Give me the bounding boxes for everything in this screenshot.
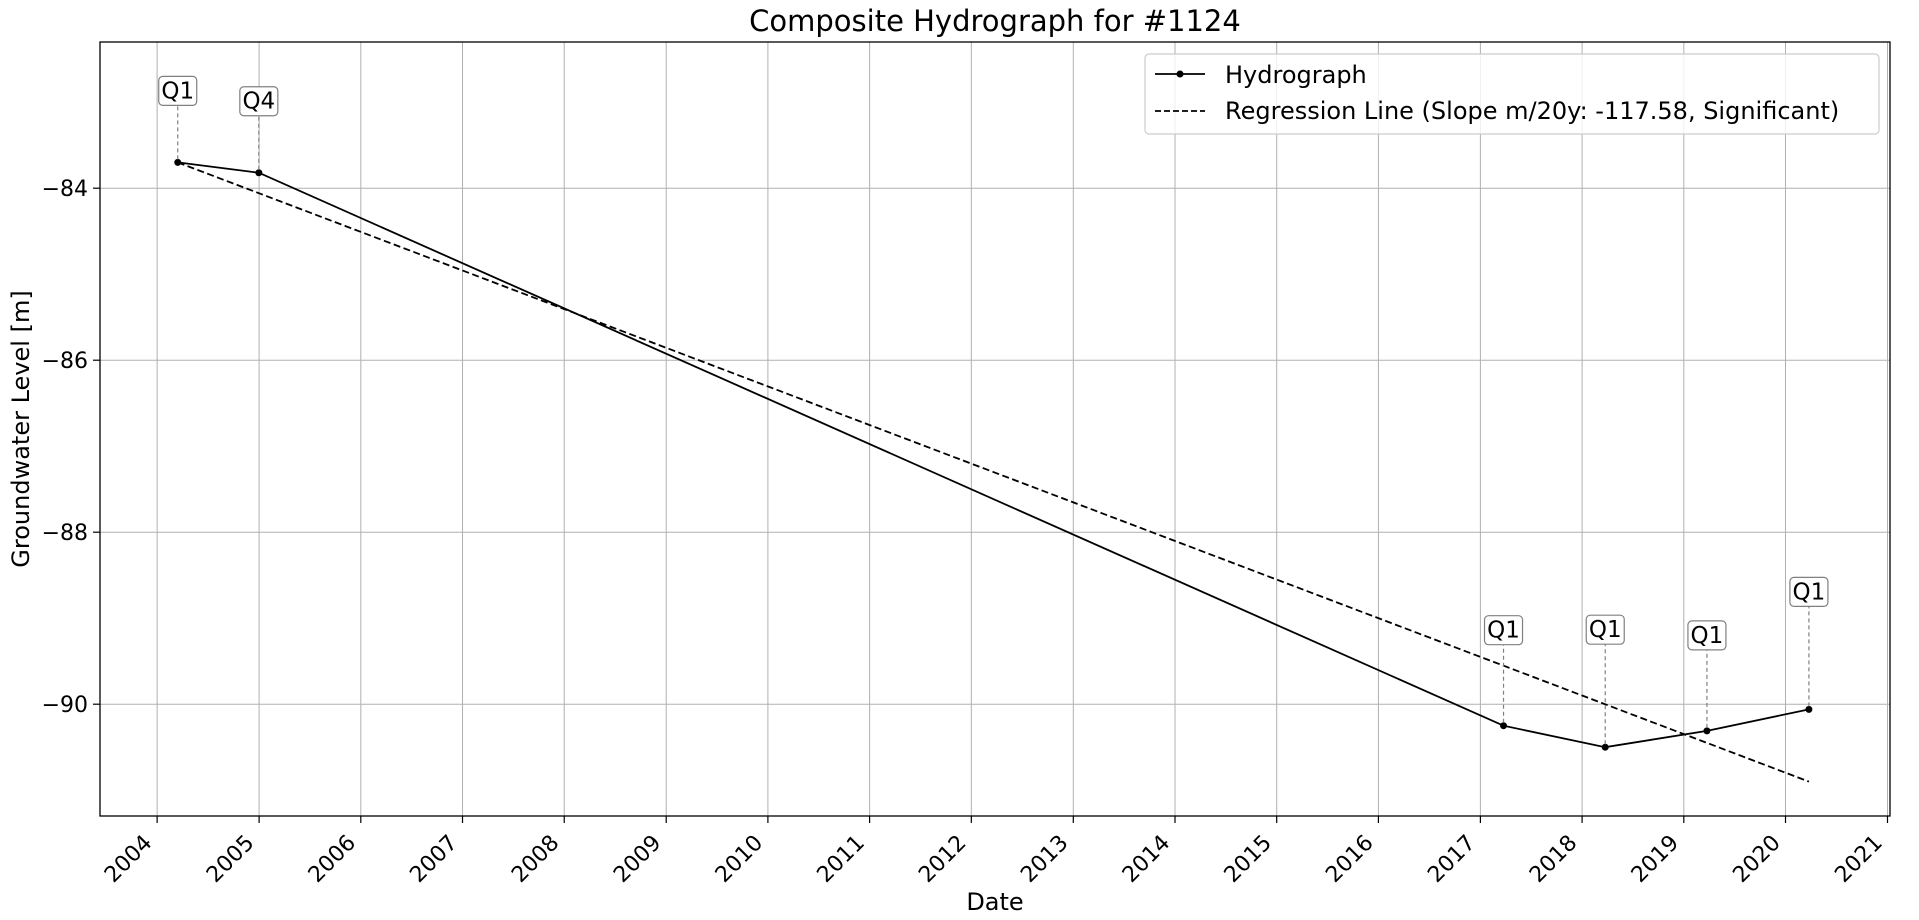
chart-title: Composite Hydrograph for #1124 [749,4,1241,38]
y-tick-label: −86 [42,349,88,374]
legend-hydrograph-marker [1176,70,1184,78]
annotation-box [1483,615,1524,646]
legend-regression-label: Regression Line (Slope m/20y: -117.58, S… [1225,97,1839,125]
annotation-label: Q4 [242,89,275,115]
hydrograph-point [255,169,263,177]
annotation-label: Q1 [1487,618,1520,644]
annotation-box [158,75,198,107]
y-axis-label: Groundwater Level [m] [7,290,35,567]
hydrograph-point [174,158,182,166]
regression-line [177,161,1810,783]
hydrograph-line [177,161,1810,749]
annotation-box [1687,620,1727,651]
plot-frame [99,41,1891,817]
hydrograph-point [1805,705,1813,713]
y-tick-label: −88 [42,521,88,546]
annotation-label: Q1 [1691,623,1724,649]
annotation-box [1585,614,1625,645]
legend: Hydrograph Regression Line (Slope m/20y:… [1144,53,1880,135]
hydrograph-point [1500,722,1508,730]
annotation-label: Q1 [1793,579,1826,605]
hydrograph-point [1703,727,1711,735]
annotation-box [239,86,279,117]
annotation-label: Q1 [161,78,194,104]
grid [100,42,1890,816]
annotation-box [1789,576,1829,607]
series [174,158,1813,783]
annotation-label: Q1 [1589,617,1622,643]
y-tick-label: −90 [42,693,88,718]
hydrograph-point [1601,743,1609,751]
y-axis-ticks: −84 −86 −88 −90 [42,177,100,718]
legend-box [1144,53,1880,135]
legend-hydrograph-label: Hydrograph [1225,61,1367,89]
x-axis-label: Date [966,888,1023,916]
point-annotations: Q1 Q4 Q1 Q1 Q1 Q1 [158,75,1829,745]
y-tick-label: −84 [42,177,88,202]
